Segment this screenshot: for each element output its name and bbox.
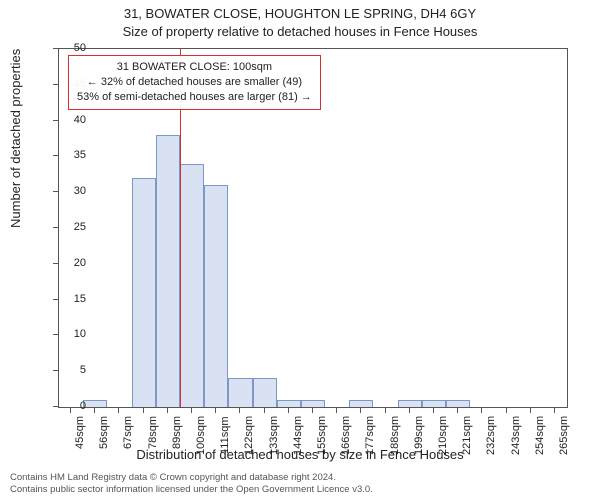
bar — [446, 400, 470, 407]
x-tick-mark — [167, 408, 168, 413]
x-tick-label: 45sqm — [74, 416, 86, 449]
y-tick-mark — [53, 191, 58, 192]
info-line-3: 53% of semi-detached houses are larger (… — [77, 90, 312, 105]
y-tick-label: 15 — [62, 293, 86, 305]
bar — [180, 164, 204, 407]
bar — [228, 378, 252, 407]
bar — [83, 400, 107, 407]
x-tick-mark — [433, 408, 434, 413]
y-tick-label: 35 — [62, 149, 86, 161]
y-tick-label: 5 — [62, 364, 86, 376]
x-tick-label: 78sqm — [147, 416, 159, 449]
title-main: 31, BOWATER CLOSE, HOUGHTON LE SPRING, D… — [0, 6, 600, 21]
y-tick-label: 25 — [62, 221, 86, 233]
x-tick-mark — [94, 408, 95, 413]
y-tick-mark — [53, 299, 58, 300]
x-tick-mark — [288, 408, 289, 413]
y-tick-mark — [53, 406, 58, 407]
bar — [156, 135, 180, 407]
x-tick-label: 67sqm — [122, 416, 134, 449]
x-tick-mark — [336, 408, 337, 413]
bar — [301, 400, 325, 407]
x-tick-mark — [481, 408, 482, 413]
x-tick-mark — [239, 408, 240, 413]
title-sub: Size of property relative to detached ho… — [0, 24, 600, 39]
x-tick-mark — [457, 408, 458, 413]
y-tick-mark — [53, 48, 58, 49]
x-tick-mark — [554, 408, 555, 413]
x-axis-label: Distribution of detached houses by size … — [0, 447, 600, 462]
y-tick-mark — [53, 84, 58, 85]
info-line-1: 31 BOWATER CLOSE: 100sqm — [77, 60, 312, 75]
y-tick-label: 30 — [62, 185, 86, 197]
bar — [253, 378, 277, 407]
x-tick-mark — [360, 408, 361, 413]
bar — [204, 185, 228, 407]
x-tick-mark — [191, 408, 192, 413]
y-tick-label: 10 — [62, 328, 86, 340]
footer-line-1: Contains HM Land Registry data © Crown c… — [10, 472, 373, 484]
bar — [349, 400, 373, 407]
x-tick-mark — [215, 408, 216, 413]
bar — [422, 400, 446, 407]
x-tick-mark — [312, 408, 313, 413]
y-tick-mark — [53, 263, 58, 264]
x-tick-label: 56sqm — [98, 416, 110, 449]
bar — [398, 400, 422, 407]
x-tick-label: 89sqm — [171, 416, 183, 449]
x-tick-mark — [385, 408, 386, 413]
bar — [277, 400, 301, 407]
y-tick-mark — [53, 227, 58, 228]
info-box: 31 BOWATER CLOSE: 100sqm ← 32% of detach… — [68, 55, 321, 110]
x-tick-mark — [530, 408, 531, 413]
y-tick-mark — [53, 334, 58, 335]
y-axis-label: Number of detached properties — [8, 49, 23, 228]
y-tick-mark — [53, 370, 58, 371]
footer-attribution: Contains HM Land Registry data © Crown c… — [10, 472, 373, 496]
x-tick-mark — [409, 408, 410, 413]
y-tick-label: 20 — [62, 257, 86, 269]
info-line-2: ← 32% of detached houses are smaller (49… — [77, 75, 312, 90]
x-tick-mark — [70, 408, 71, 413]
y-tick-label: 40 — [62, 114, 86, 126]
x-tick-mark — [506, 408, 507, 413]
x-tick-mark — [264, 408, 265, 413]
x-tick-mark — [143, 408, 144, 413]
y-tick-label: 0 — [62, 400, 86, 412]
y-tick-label: 50 — [62, 42, 86, 54]
y-tick-mark — [53, 120, 58, 121]
chart-container: 31, BOWATER CLOSE, HOUGHTON LE SPRING, D… — [0, 0, 600, 500]
y-tick-mark — [53, 155, 58, 156]
footer-line-2: Contains public sector information licen… — [10, 484, 373, 496]
x-tick-mark — [118, 408, 119, 413]
bar — [132, 178, 156, 407]
